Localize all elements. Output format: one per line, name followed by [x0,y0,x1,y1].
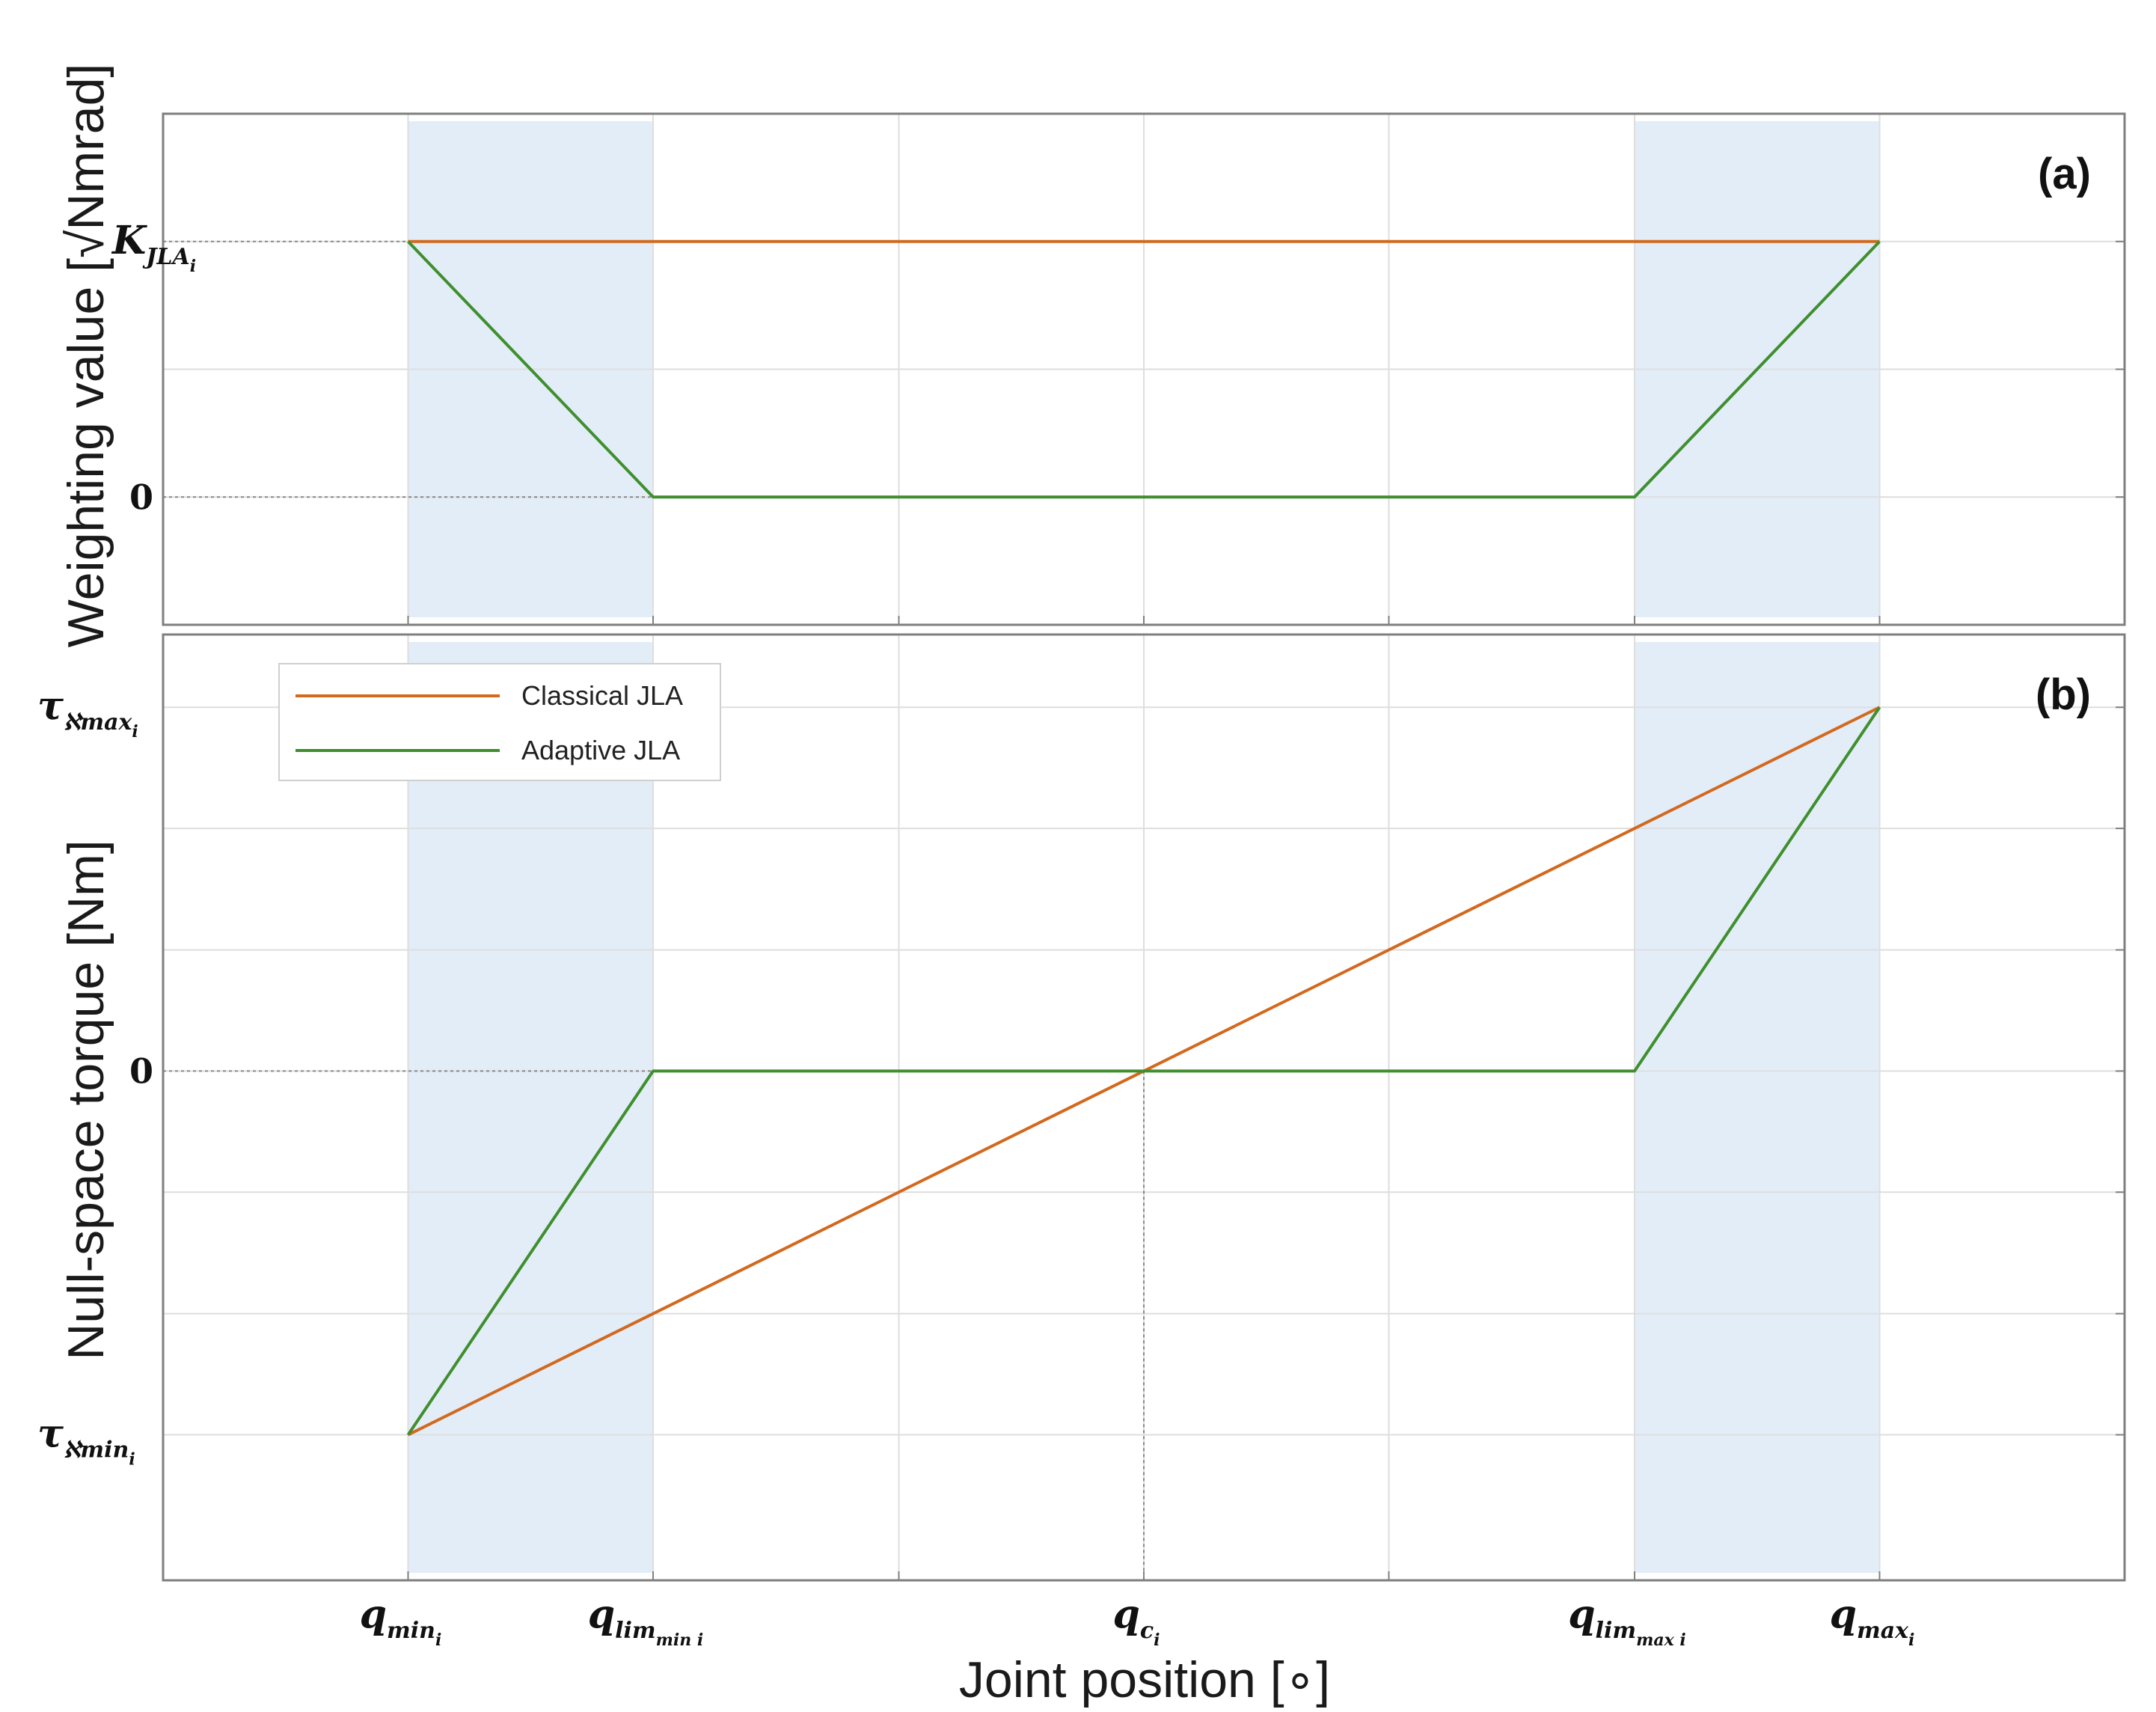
legend-box [278,663,721,781]
y-axis-title-a-group: Weighting value [√Nmrad] [58,64,114,648]
y-tick-label-b-0: τℵmaxi [37,683,138,742]
legend: Classical JLA Adaptive JLA [278,663,721,781]
y-axis-title-a: Weighting value [√Nmrad] [58,64,114,648]
panel-label-b: (b) [2036,670,2091,719]
x-tick-label-2: qci [1113,1592,1160,1650]
y-axis-title-b-group: Null-space torque [Nm] [58,840,114,1360]
y-tick-label-b-1: 0 [129,1051,153,1091]
legend-label-classical: Classical JLA [521,680,683,711]
x-tick-label-3: qlimmax i [1568,1592,1686,1650]
y-tick-label-a-1: 0 [129,477,153,517]
x-tick-labels: qmini qlimmin i qci qlimmax i qmaxi [360,1592,1915,1650]
panel-b: τℵmaxi 0 τℵmini [37,633,2126,1582]
y-axis-title-b: Null-space torque [Nm] [58,840,114,1360]
legend-label-adaptive: Adaptive JLA [521,735,680,765]
series-line-b-adaptive [406,706,1881,1436]
panel-a: KJLAi 0 [111,112,2126,626]
shaded-region-b-1 [1634,642,1880,1573]
panel-label-a: (a) [2038,150,2091,198]
plot-frame-a [162,112,2126,626]
x-tick-label-4: qmaxi [1830,1592,1915,1650]
y-tick-label-b-2: τℵmini [37,1411,135,1470]
y-tick-label-a-0: KJLAi [111,218,196,276]
x-tick-label-0: qmini [360,1592,442,1650]
series-line-a-adaptive [407,240,1881,499]
shaded-region-b-0 [408,642,654,1573]
x-axis-title: Joint position [∘] [959,1651,1330,1708]
plot-frame-b [162,633,2126,1582]
x-tick-label-1: qlimmin i [588,1592,704,1650]
